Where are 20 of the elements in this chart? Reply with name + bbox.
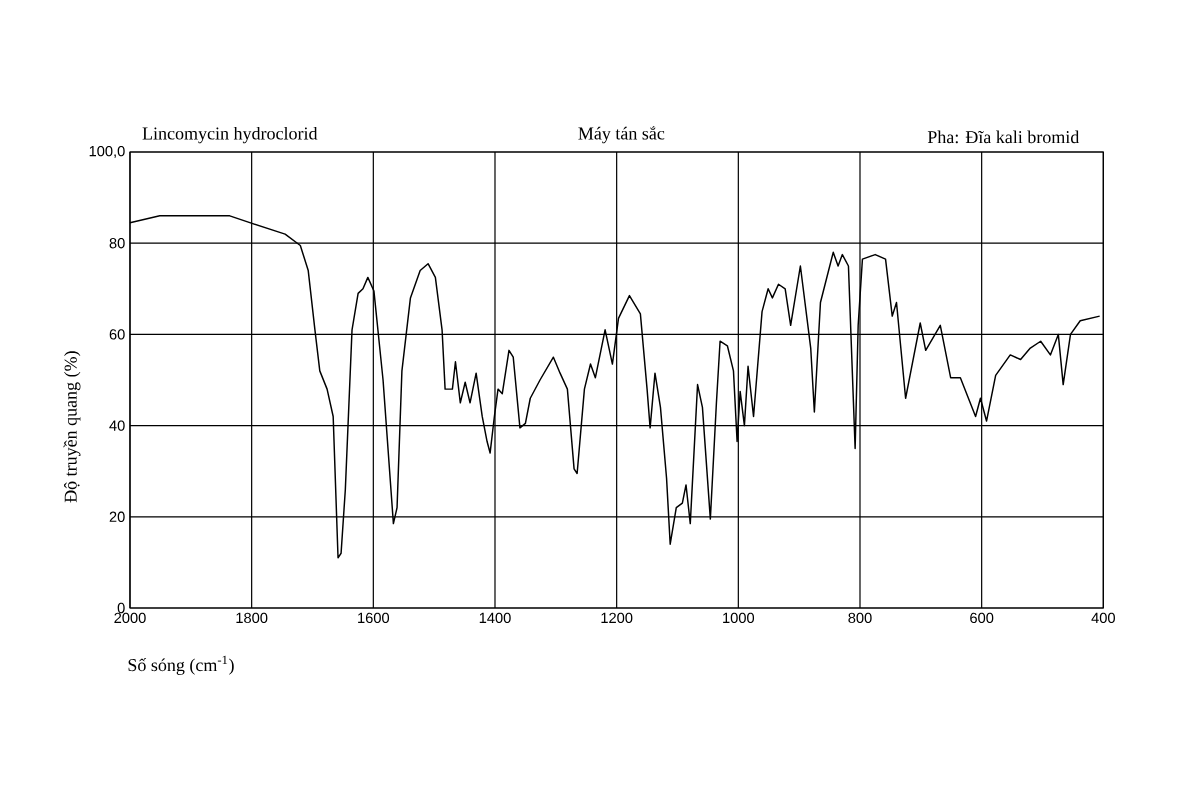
x-tick-label: 1400 xyxy=(479,612,511,624)
chart-title: Lincomycin hydroclorid xyxy=(142,126,318,144)
x-tick-label: 600 xyxy=(970,612,994,624)
y-tick-label: 100,0 xyxy=(89,145,125,159)
x-tick-label: 400 xyxy=(1091,612,1115,624)
y-tick-label: 80 xyxy=(109,238,125,249)
y-tick-label: 40 xyxy=(109,420,125,431)
x-tick-label: 800 xyxy=(848,612,872,624)
y-tick-label: 0 xyxy=(117,602,125,614)
text: Pha: Đĩa kali bromid xyxy=(927,130,1080,144)
y-axis-title: Độ truyền quang (%) xyxy=(63,351,81,503)
x-tick-label: 1200 xyxy=(601,612,633,624)
x-tick-label: 1600 xyxy=(358,612,390,624)
text: Máy tán sắc xyxy=(578,126,665,144)
x-axis-title: Số sóng (cm$^{-1}$) xyxy=(128,655,234,675)
y-tick-label: 60 xyxy=(109,329,125,340)
x-tick-label: 1000 xyxy=(723,612,755,624)
x-tick-label: 2000 xyxy=(114,612,146,624)
y-tick-label: 20 xyxy=(109,511,125,522)
x-tick-label: 1800 xyxy=(236,612,268,624)
